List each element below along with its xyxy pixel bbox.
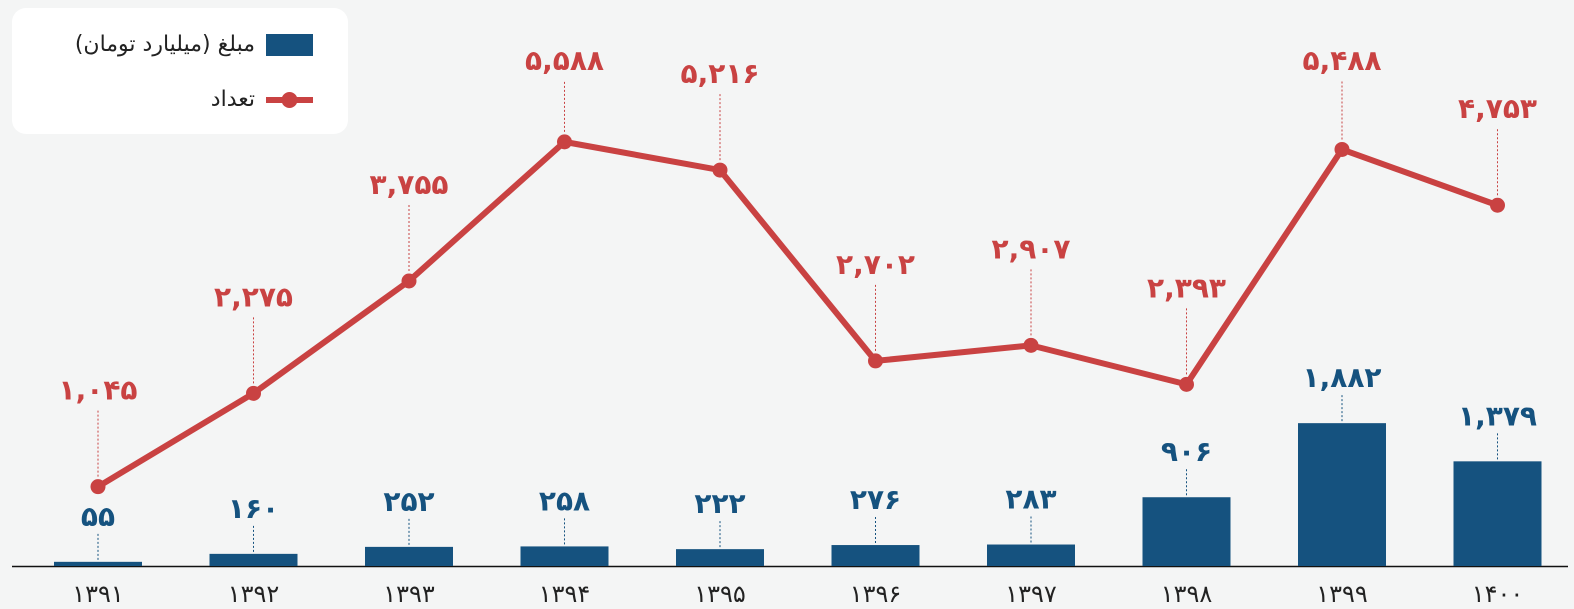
point xyxy=(1023,337,1039,353)
data-label: ۳,۷۵۵ xyxy=(370,168,449,201)
data-label: ۹۰۶ xyxy=(1161,435,1212,468)
point xyxy=(1490,197,1505,213)
bar xyxy=(520,546,609,566)
bar xyxy=(54,561,142,566)
data-label: ۲۷۶ xyxy=(850,483,901,516)
bar xyxy=(831,545,920,566)
legend-swatch xyxy=(281,92,298,108)
x-tick-label: ۱۳۹۵ xyxy=(694,580,746,608)
x-tick-label: ۱۳۹۲ xyxy=(228,580,280,608)
bar xyxy=(1142,497,1231,566)
legend-box xyxy=(12,8,348,134)
x-tick-label: ۱۳۹۱ xyxy=(72,580,124,608)
data-label: ۱,۰۴۵ xyxy=(59,374,138,407)
data-label: ۱۶۰ xyxy=(228,492,279,525)
data-label: ۵,۲۱۶ xyxy=(681,57,760,90)
x-tick-label: ۱۳۹۷ xyxy=(1005,580,1057,608)
legend-label: تعداد xyxy=(211,87,255,112)
data-label: ۵,۴۸۸ xyxy=(1303,44,1382,77)
legend-swatch xyxy=(266,34,313,56)
bar xyxy=(209,553,298,566)
x-tick-label: ۱۴۰۰ xyxy=(1472,580,1524,608)
data-label: ۱,۳۷۹ xyxy=(1458,399,1537,432)
x-tick-label: ۱۳۹۴ xyxy=(539,580,591,608)
point xyxy=(557,134,572,150)
data-label: ۵,۵۸۸ xyxy=(525,44,604,77)
point xyxy=(868,353,883,369)
data-label: ۲۲۲ xyxy=(694,487,745,520)
legend-label: مبلغ (میلیارد تومان) xyxy=(75,32,255,57)
x-tick-label: ۱۳۹۶ xyxy=(850,580,902,608)
point xyxy=(401,273,417,289)
data-label: ۵۵ xyxy=(81,500,115,533)
point xyxy=(712,162,728,178)
data-label: ۲,۹۰۷ xyxy=(992,232,1071,265)
x-tick-label: ۱۳۹۸ xyxy=(1161,580,1213,608)
data-label: ۲۵۲ xyxy=(383,485,434,518)
bar xyxy=(365,546,453,566)
point xyxy=(1334,141,1350,157)
data-label: ۲۵۸ xyxy=(539,484,590,517)
point xyxy=(1179,376,1194,392)
data-label: ۲,۲۷۵ xyxy=(214,280,293,313)
x-tick-label: ۱۳۹۳ xyxy=(383,580,435,608)
data-label: ۱,۸۸۲ xyxy=(1303,361,1382,394)
x-tick-label: ۱۳۹۹ xyxy=(1316,580,1368,608)
point xyxy=(246,385,261,401)
bar xyxy=(676,549,764,566)
bar xyxy=(1453,461,1542,566)
data-label: ۲۸۳ xyxy=(1005,483,1056,516)
data-label: ۴,۷۵۳ xyxy=(1458,92,1537,125)
data-label: ۲,۳۹۳ xyxy=(1147,271,1226,304)
point xyxy=(90,479,106,495)
line xyxy=(96,138,1499,490)
bar xyxy=(987,544,1075,566)
data-label: ۲,۷۰۲ xyxy=(836,248,915,281)
bar xyxy=(1298,423,1386,566)
